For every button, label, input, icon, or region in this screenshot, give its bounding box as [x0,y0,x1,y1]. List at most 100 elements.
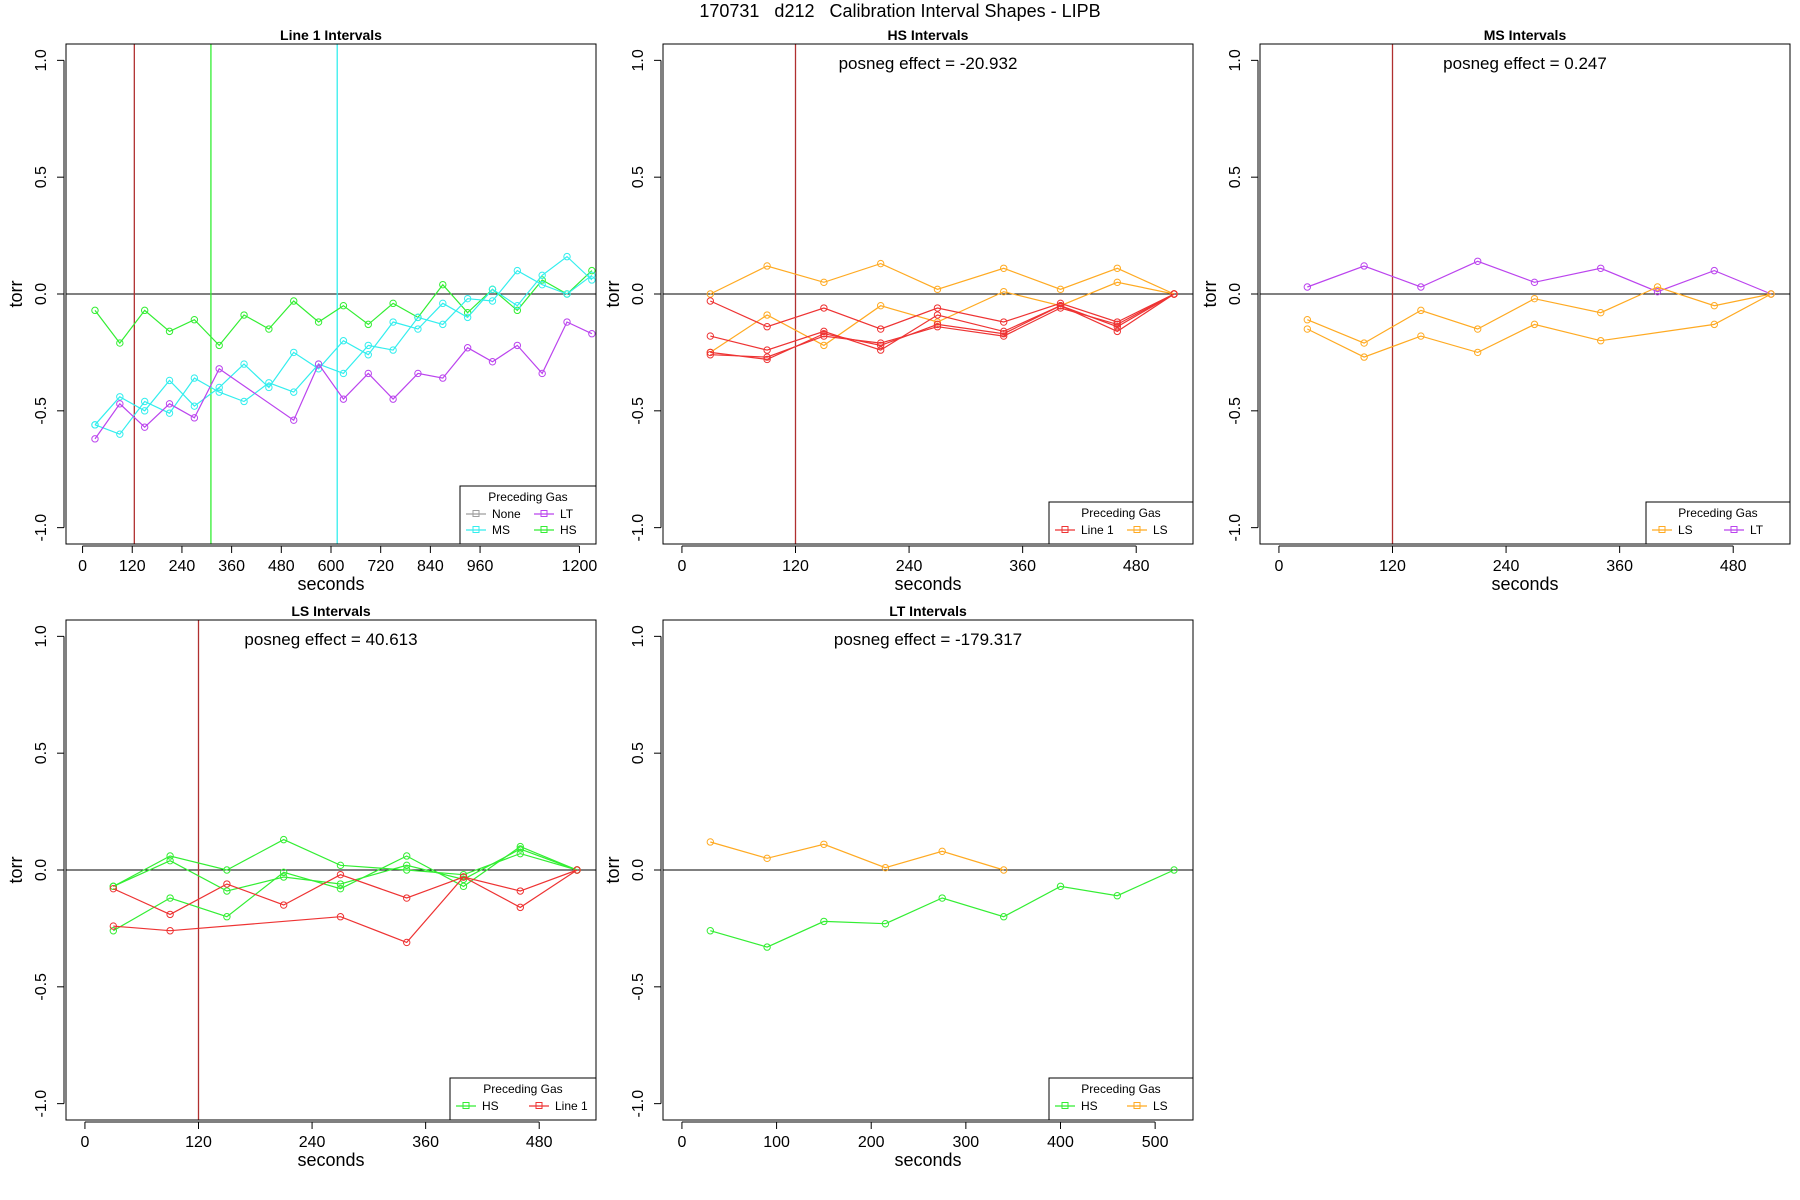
data-point [1000,913,1008,921]
data-point [763,323,771,331]
y-tick-label: 0.5 [33,742,50,764]
data-point [463,313,472,322]
data-point [403,861,411,870]
data-point [1417,283,1425,291]
data-point [513,306,522,315]
data-point [336,870,345,879]
data-point [240,397,248,406]
data-point [279,868,288,877]
x-tick-label: 240 [299,1134,326,1151]
plot-frame [1259,43,1791,545]
data-point [1417,306,1425,315]
data-point [820,332,828,340]
data-point [1113,278,1121,287]
data-point [763,262,771,270]
data-point [933,304,942,312]
data-point [876,259,885,268]
y-axis-label: torr [603,280,623,307]
legend-box [459,485,597,545]
data-point [1653,287,1662,296]
data-point [265,379,273,387]
data-point [563,290,571,298]
data-point [488,297,497,305]
series-line [94,255,593,426]
data-point [1170,866,1178,874]
chart-title: MS Intervals [1484,27,1567,43]
data-point [364,341,372,350]
posneg-annotation: posneg effect = -179.317 [834,630,1022,649]
plot-frame [65,619,597,1121]
data-point [116,339,124,347]
data-point [109,922,118,930]
legend-label: LS [1153,1099,1168,1113]
x-axis-label: seconds [1491,574,1558,594]
data-point [364,369,372,378]
data-point [706,351,715,359]
series-line [710,262,1175,295]
data-point [166,856,174,865]
legend-entry: LS [1127,1099,1168,1113]
data-point [336,913,345,921]
legend-label: HS [1081,1099,1098,1113]
data-point [290,388,298,396]
legend-box [449,1077,597,1121]
series-line [710,293,1175,351]
data-point [1113,264,1121,272]
series-line [710,293,1175,361]
legend-box [1645,501,1791,545]
series-line [709,281,1175,353]
legend-entry: LS [1652,523,1693,537]
x-tick-label: 120 [782,558,809,575]
legend-swatch-marker [540,510,548,517]
posneg-annotation: posneg effect = 0.247 [1443,54,1607,73]
data-point [1056,301,1065,310]
legend-swatch-marker [1730,526,1738,533]
plot-area [1260,44,1790,544]
legend-entry: HS [456,1099,499,1113]
legend-label: LS [1153,523,1168,537]
data-point [1056,285,1065,294]
legend-title: Preceding Gas [483,1082,562,1096]
plot-area [663,838,1193,951]
data-point [1056,304,1065,312]
x-axis: 0 120 240 360 480 seconds [80,1121,553,1170]
x-axis-label: seconds [894,1150,961,1170]
legend-swatch-marker [1061,526,1069,533]
y-tick-label: 0.5 [630,742,647,764]
data-point [763,854,771,863]
data-point [933,320,942,329]
series-line [94,270,593,347]
data-point [364,320,372,329]
legend-title: Preceding Gas [1678,506,1757,520]
plot-area [663,44,1193,544]
data-point [488,358,497,366]
x-axis-label: seconds [297,574,364,594]
plot-area [66,620,596,1120]
y-axis-label: torr [6,856,26,883]
legend: Preceding Gas HS Line 1 [449,1077,597,1121]
data-point [1303,316,1312,324]
x-tick-label: 300 [953,1134,980,1151]
data-point [1597,337,1605,345]
y-tick-label: 1.0 [33,49,50,71]
legend-swatch-marker [1658,526,1666,533]
legend: Preceding Gas Line 1 LS [1048,501,1194,545]
legend-entry: LT [1724,523,1764,537]
data-point [463,344,472,352]
data-point [439,374,447,382]
data-point [1360,262,1368,270]
data-point [933,285,942,294]
data-point [1000,318,1008,326]
y-axis: -1.0 -0.5 0.0 0.5 1.0 torr [6,625,65,1117]
data-point [1530,294,1539,303]
data-point [933,311,942,319]
data-point [403,866,411,874]
y-axis-label: torr [1200,280,1220,307]
data-point [938,894,946,902]
data-point [1597,308,1605,317]
data-point [513,266,522,275]
data-point [1113,320,1121,329]
x-tick-label: 120 [1379,558,1406,575]
y-tick-label: 0.0 [630,283,647,305]
data-point [439,320,447,329]
